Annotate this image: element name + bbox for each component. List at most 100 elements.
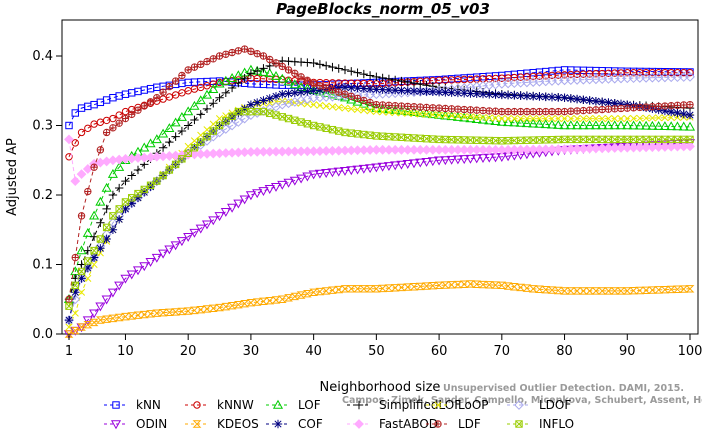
data-point	[435, 111, 443, 119]
data-point	[201, 220, 213, 230]
data-point	[184, 66, 192, 74]
data-point	[452, 155, 463, 165]
data-point	[146, 181, 155, 189]
data-point	[258, 67, 269, 76]
data-point	[396, 160, 407, 170]
x-tick-label: 90	[619, 344, 636, 359]
data-point	[358, 164, 369, 174]
data-point	[573, 114, 581, 123]
data-point	[448, 112, 456, 120]
data-point	[228, 49, 236, 56]
data-point	[678, 121, 689, 131]
data-point	[310, 101, 318, 109]
legend-marker	[112, 401, 120, 409]
data-point	[278, 62, 286, 71]
data-point	[245, 191, 256, 201]
data-point	[195, 224, 206, 234]
data-point	[271, 92, 281, 101]
data-point	[466, 89, 475, 98]
data-point	[208, 304, 218, 312]
data-point	[270, 182, 282, 192]
data-point	[686, 135, 694, 144]
data-point	[521, 118, 532, 128]
data-point	[522, 284, 532, 292]
data-point	[176, 111, 187, 121]
data-point	[152, 309, 162, 317]
data-point	[453, 280, 463, 289]
data-point	[264, 185, 275, 194]
data-point	[102, 128, 111, 137]
data-point	[402, 160, 413, 169]
legend-marker	[354, 419, 364, 429]
data-point	[101, 182, 112, 192]
data-point	[65, 302, 73, 310]
data-point	[170, 241, 181, 251]
data-point	[685, 285, 695, 293]
data-point	[459, 155, 470, 165]
legend-item-kNNW: kNNW	[185, 398, 254, 412]
data-point	[528, 118, 539, 128]
data-point	[196, 305, 206, 314]
data-point	[177, 307, 187, 316]
data-point	[164, 123, 175, 132]
data-point	[340, 65, 350, 75]
data-point	[428, 281, 438, 290]
data-point	[96, 244, 105, 253]
data-point	[528, 285, 538, 293]
data-point	[347, 105, 355, 113]
data-point	[176, 237, 187, 247]
data-point	[90, 246, 98, 255]
data-point	[592, 106, 600, 114]
data-point	[416, 103, 424, 111]
data-point	[353, 285, 362, 293]
data-point	[497, 90, 507, 100]
data-point	[109, 212, 117, 220]
data-point	[384, 85, 394, 95]
data-point	[159, 95, 167, 103]
data-point	[310, 121, 318, 130]
data-point	[354, 95, 361, 102]
data-point	[340, 83, 350, 92]
data-point	[127, 199, 136, 208]
data-point	[335, 127, 343, 135]
legend-marker	[434, 401, 442, 409]
data-point	[102, 116, 111, 125]
data-point	[334, 83, 343, 93]
data-point	[584, 120, 595, 130]
data-point	[685, 285, 695, 293]
data-point	[667, 135, 675, 143]
data-point	[678, 121, 689, 131]
data-point	[209, 55, 217, 63]
data-point	[272, 59, 280, 67]
data-point	[353, 94, 362, 103]
x-tick-label: 60	[431, 344, 448, 359]
data-point	[597, 97, 607, 107]
data-point	[115, 119, 123, 127]
series-LoOP	[65, 97, 694, 331]
data-point	[316, 82, 324, 90]
data-point	[579, 114, 587, 123]
data-point	[441, 111, 449, 119]
data-point	[203, 57, 211, 66]
data-point	[171, 308, 181, 316]
data-point	[617, 135, 625, 143]
data-point	[289, 79, 300, 89]
data-point	[84, 187, 92, 196]
legend-label: LDOF	[539, 398, 571, 412]
data-point	[159, 95, 167, 103]
data-point	[567, 114, 575, 123]
data-point	[235, 47, 242, 54]
data-point	[184, 149, 192, 157]
data-point	[660, 106, 670, 116]
data-point	[227, 112, 237, 122]
data-point	[90, 164, 98, 171]
data-point	[89, 309, 100, 319]
data-point	[404, 102, 412, 111]
data-point	[667, 114, 675, 122]
data-point	[579, 114, 587, 123]
data-point	[397, 133, 406, 141]
legend-marker	[112, 401, 120, 409]
data-point	[378, 73, 387, 83]
data-point	[604, 287, 613, 295]
data-point	[542, 136, 550, 144]
